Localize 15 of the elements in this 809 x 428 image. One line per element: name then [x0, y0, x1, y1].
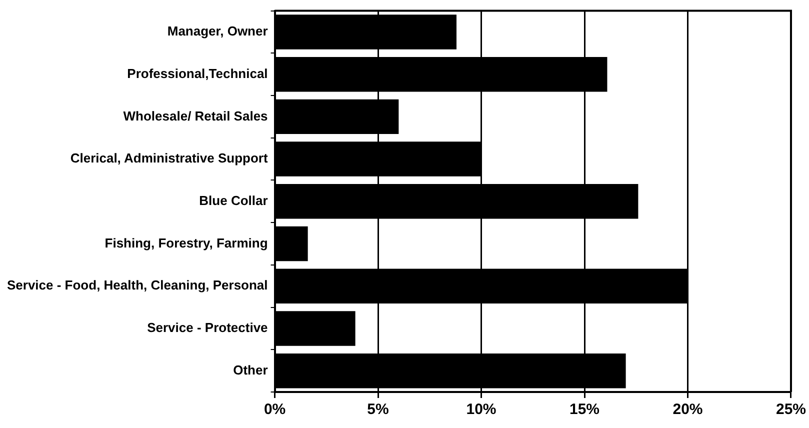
x-tick-label: 25% [776, 401, 806, 418]
y-tick-label: Service - Protective [147, 320, 268, 336]
y-tick-label: Professional,Technical [127, 66, 268, 81]
y-tick-label: Service - Food, Health, Cleaning, Personal [6, 278, 268, 293]
y-tick-label: Blue Collar [199, 192, 268, 208]
x-tick-label: 15% [569, 401, 600, 418]
y-tick-label: Other [233, 362, 268, 378]
x-tick-label: 20% [672, 401, 703, 418]
x-tick-label: 5% [367, 401, 389, 418]
y-tick-label: Wholesale/ Retail Sales [123, 108, 268, 124]
y-tick-label: Fishing, Forestry, Farming [104, 235, 268, 250]
x-tick-label: 0% [264, 401, 286, 418]
y-tick-label: Clerical, Administrative Support [70, 150, 268, 166]
y-tick-label: Manager, Owner [167, 24, 268, 39]
x-tick-label: 10% [466, 401, 496, 418]
